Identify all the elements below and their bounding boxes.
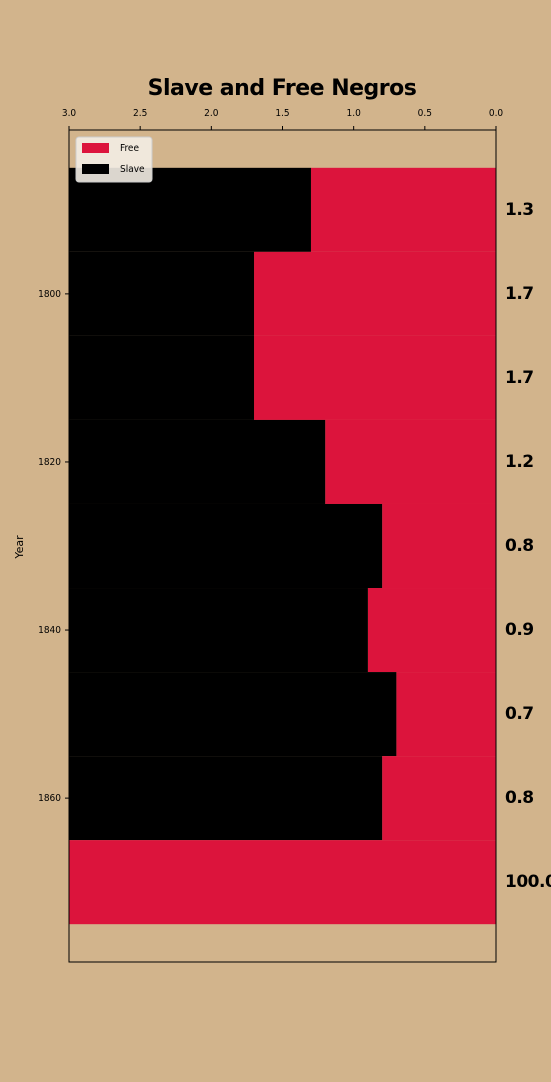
- value-label: 0.7: [505, 704, 534, 724]
- bar: [367, 588, 496, 673]
- x-tick-label: 2.0: [204, 108, 219, 119]
- bar: [254, 335, 496, 420]
- bar: [69, 419, 326, 504]
- bar: [310, 167, 496, 252]
- y-axis-label: Year: [13, 535, 26, 560]
- value-label: 0.9: [505, 620, 534, 640]
- bar: [325, 419, 496, 504]
- bar: [69, 503, 383, 589]
- bar: [254, 251, 496, 336]
- value-label: 0.8: [505, 788, 534, 808]
- bar: [69, 335, 255, 420]
- y-tick-label: 1800: [38, 289, 61, 300]
- x-tick-label: 0.0: [489, 108, 504, 119]
- value-label: 100.0: [505, 872, 551, 892]
- bar: [69, 672, 397, 757]
- bar: [69, 588, 368, 673]
- value-label: 0.8: [505, 536, 534, 556]
- legend-label: Free: [120, 143, 139, 154]
- chart-title: Slave and Free Negros: [148, 76, 417, 101]
- y-tick-label: 1860: [38, 793, 61, 804]
- y-tick-label: 1840: [38, 625, 61, 636]
- bar: [69, 251, 255, 336]
- bar: [69, 840, 496, 925]
- legend-label: Slave: [120, 164, 145, 175]
- legend-swatch: [82, 164, 109, 174]
- x-tick-label: 1.0: [347, 108, 362, 119]
- value-label: 1.7: [505, 284, 534, 304]
- value-label: 1.3: [505, 200, 534, 220]
- y-tick-label: 1820: [38, 457, 61, 468]
- x-tick-label: 1.5: [275, 108, 289, 119]
- x-tick-label: 3.0: [62, 108, 77, 119]
- bar: [396, 672, 496, 757]
- x-tick-label: 2.5: [133, 108, 147, 119]
- bar: [382, 503, 496, 589]
- value-label: 1.7: [505, 368, 534, 388]
- value-label: 1.2: [505, 452, 534, 472]
- bar: [69, 756, 383, 841]
- bar: [382, 756, 496, 841]
- x-tick-label: 0.5: [418, 108, 432, 119]
- legend-swatch: [82, 143, 109, 153]
